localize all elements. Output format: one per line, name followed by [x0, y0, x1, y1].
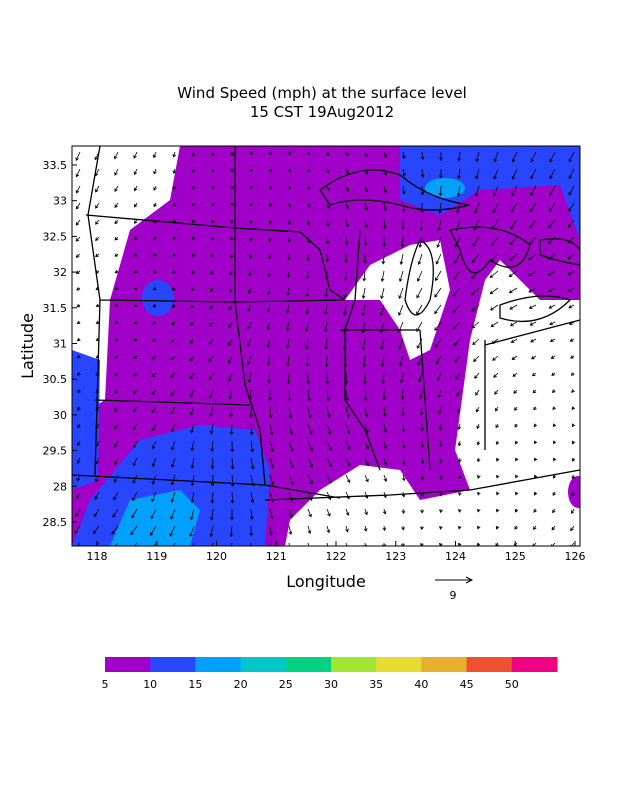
colorbar-swatch	[466, 657, 513, 672]
colorbar-label: 10	[143, 678, 157, 691]
shade	[470, 185, 580, 300]
x-tick-label: 125	[505, 550, 526, 563]
y-tick-label: 31.5	[43, 302, 68, 315]
x-tick-label: 122	[326, 550, 347, 563]
colorbar: 5 10 15 20 25 30 35 40 45 50	[102, 657, 558, 691]
y-tick-label: 31	[53, 338, 67, 351]
x-tick-label: 121	[266, 550, 287, 563]
shade	[72, 350, 100, 490]
reference-vector	[435, 576, 474, 584]
x-tick-label: 119	[146, 550, 167, 563]
colorbar-swatch	[105, 657, 151, 672]
y-axis-label: Latitude	[18, 313, 37, 379]
x-axis-label: Longitude	[286, 572, 366, 591]
colorbar-label: 35	[369, 678, 383, 691]
colorbar-label: 30	[324, 678, 338, 691]
colorbar-swatch	[240, 657, 287, 672]
shade	[72, 425, 270, 546]
colorbar-label: 50	[505, 678, 519, 691]
x-tick-label: 118	[87, 550, 108, 563]
colorbar-swatch	[376, 657, 422, 672]
title-line: 15 CST 19Aug2012	[250, 103, 394, 121]
colorbar-label: 45	[460, 678, 474, 691]
colorbar-label: 15	[188, 678, 202, 691]
y-tick-label: 30	[53, 409, 67, 422]
y-tick-label: 33.5	[43, 159, 68, 172]
colorbar-swatch	[421, 657, 468, 672]
y-tick-label: 32	[53, 266, 67, 279]
shade	[425, 178, 465, 198]
colorbar-label: 40	[414, 678, 428, 691]
y-tick-label: 30.5	[43, 373, 68, 386]
colorbar-label: 25	[279, 678, 293, 691]
state-borders	[72, 146, 580, 501]
x-ticks: 118 119 120 121 122 123 124 125 126	[87, 541, 586, 563]
colorbar-label: 5	[102, 678, 109, 691]
x-tick-label: 123	[385, 550, 406, 563]
colorbar-swatch	[511, 657, 558, 672]
y-tick-label: 33	[53, 195, 67, 208]
colorbar-swatch	[195, 657, 242, 672]
x-tick-label: 120	[206, 550, 227, 563]
colorbar-label: 20	[234, 678, 248, 691]
colorbar-swatch	[285, 657, 332, 672]
y-tick-label: 28	[53, 480, 67, 493]
colorbar-swatch	[150, 657, 196, 672]
shade	[142, 280, 174, 316]
lake-shorelines	[319, 169, 580, 322]
shade	[568, 476, 580, 508]
map-frame	[71, 145, 581, 547]
title-line: Wind Speed (mph) at the surface level	[177, 84, 466, 102]
y-tick-label: 28.5	[43, 516, 68, 529]
calm-area	[345, 240, 450, 360]
y-tick-label: 29.5	[43, 445, 68, 458]
y-ticks: 33.5 33 32.5 32 31.5 31 30.5 30 29.5 28 28.5	[43, 159, 77, 529]
x-tick-label: 124	[445, 550, 466, 563]
map-field	[72, 146, 580, 546]
shade	[400, 146, 580, 240]
colorbar-swatch	[331, 657, 377, 672]
reference-vector-label: 9	[450, 589, 457, 602]
y-tick-label: 32.5	[43, 230, 68, 243]
x-tick-label: 126	[565, 550, 586, 563]
calm-area	[285, 260, 580, 546]
